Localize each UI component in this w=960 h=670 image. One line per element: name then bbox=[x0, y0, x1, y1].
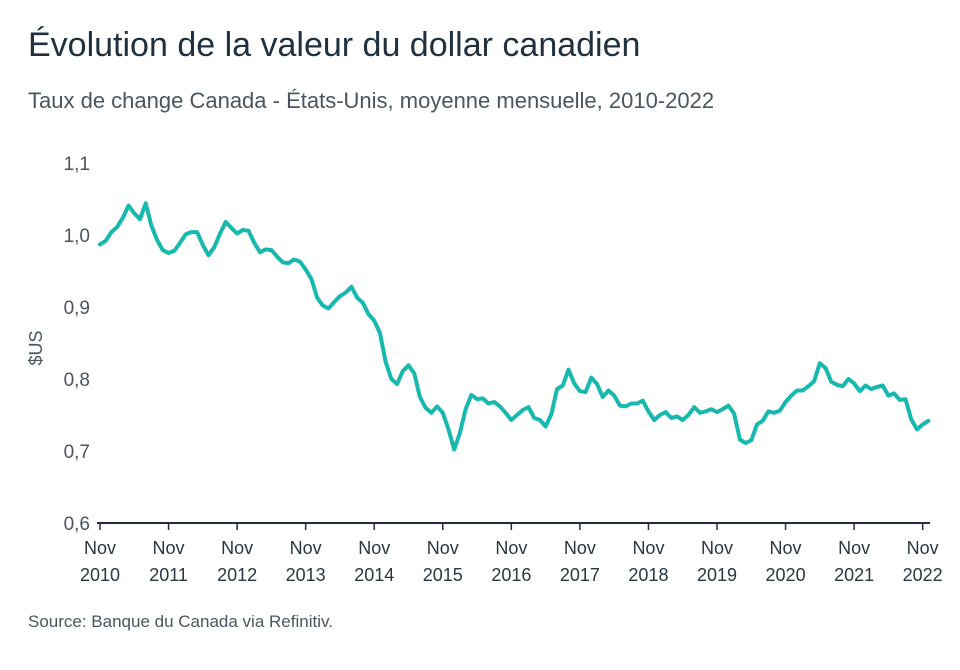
line-chart: 1,1 1,0 0,9 0,8 0,7 0,6 Nov 2010 Nov 2011 Nov 2012… bbox=[26, 154, 943, 585]
x-tick-year: 2018 bbox=[628, 565, 668, 585]
x-tick-year: 2015 bbox=[423, 565, 463, 585]
x-tick-year: 2011 bbox=[149, 565, 188, 585]
x-tick-month: Nov bbox=[221, 538, 253, 558]
x-tick-year: 2016 bbox=[491, 565, 531, 585]
y-axis-label: $US bbox=[26, 330, 46, 365]
y-tick-label: 0,8 bbox=[64, 370, 90, 391]
x-tick-month: Nov bbox=[632, 538, 664, 558]
x-tick-month: Nov bbox=[84, 538, 116, 558]
x-tick-month: Nov bbox=[495, 538, 527, 558]
x-tick-month: Nov bbox=[564, 538, 596, 558]
x-tick-month: Nov bbox=[358, 538, 390, 558]
y-tick-label: 1,0 bbox=[64, 226, 90, 247]
x-tick-year: 2021 bbox=[834, 565, 874, 585]
x-tick-year: 2022 bbox=[903, 565, 943, 585]
x-tick-year: 2012 bbox=[217, 565, 257, 585]
source-note: Source: Banque du Canada via Refinitiv. bbox=[28, 612, 333, 631]
x-axis: Nov 2010 Nov 2011 Nov 2012 Nov 2013 Nov 2014 Nov 20… bbox=[80, 522, 943, 585]
x-tick-year: 2013 bbox=[286, 565, 326, 585]
x-tick-year: 2017 bbox=[560, 565, 600, 585]
y-axis: 1,1 1,0 0,9 0,8 0,7 0,6 bbox=[64, 154, 90, 535]
chart-title: Évolution de la valeur du dollar canadie… bbox=[28, 26, 641, 64]
x-tick-month: Nov bbox=[290, 538, 322, 558]
series-group bbox=[98, 201, 931, 452]
x-tick-year: 2014 bbox=[354, 565, 394, 585]
y-tick-label: 0,7 bbox=[64, 442, 90, 463]
y-tick-label: 0,9 bbox=[64, 298, 90, 319]
y-tick-label: 0,6 bbox=[64, 514, 90, 535]
x-tick-year: 2020 bbox=[766, 565, 806, 585]
x-tick-month: Nov bbox=[770, 538, 802, 558]
x-tick-month: Nov bbox=[701, 538, 733, 558]
x-tick-month: Nov bbox=[427, 538, 459, 558]
x-tick-year: 2010 bbox=[80, 565, 120, 585]
x-tick-month: Nov bbox=[838, 538, 870, 558]
chart-subtitle: Taux de change Canada - États-Unis, moye… bbox=[28, 88, 715, 113]
x-tick-month: Nov bbox=[153, 538, 185, 558]
series-line bbox=[98, 201, 931, 452]
x-tick-month: Nov bbox=[907, 538, 939, 558]
y-tick-label: 1,1 bbox=[64, 154, 90, 175]
x-tick-year: 2019 bbox=[697, 565, 737, 585]
